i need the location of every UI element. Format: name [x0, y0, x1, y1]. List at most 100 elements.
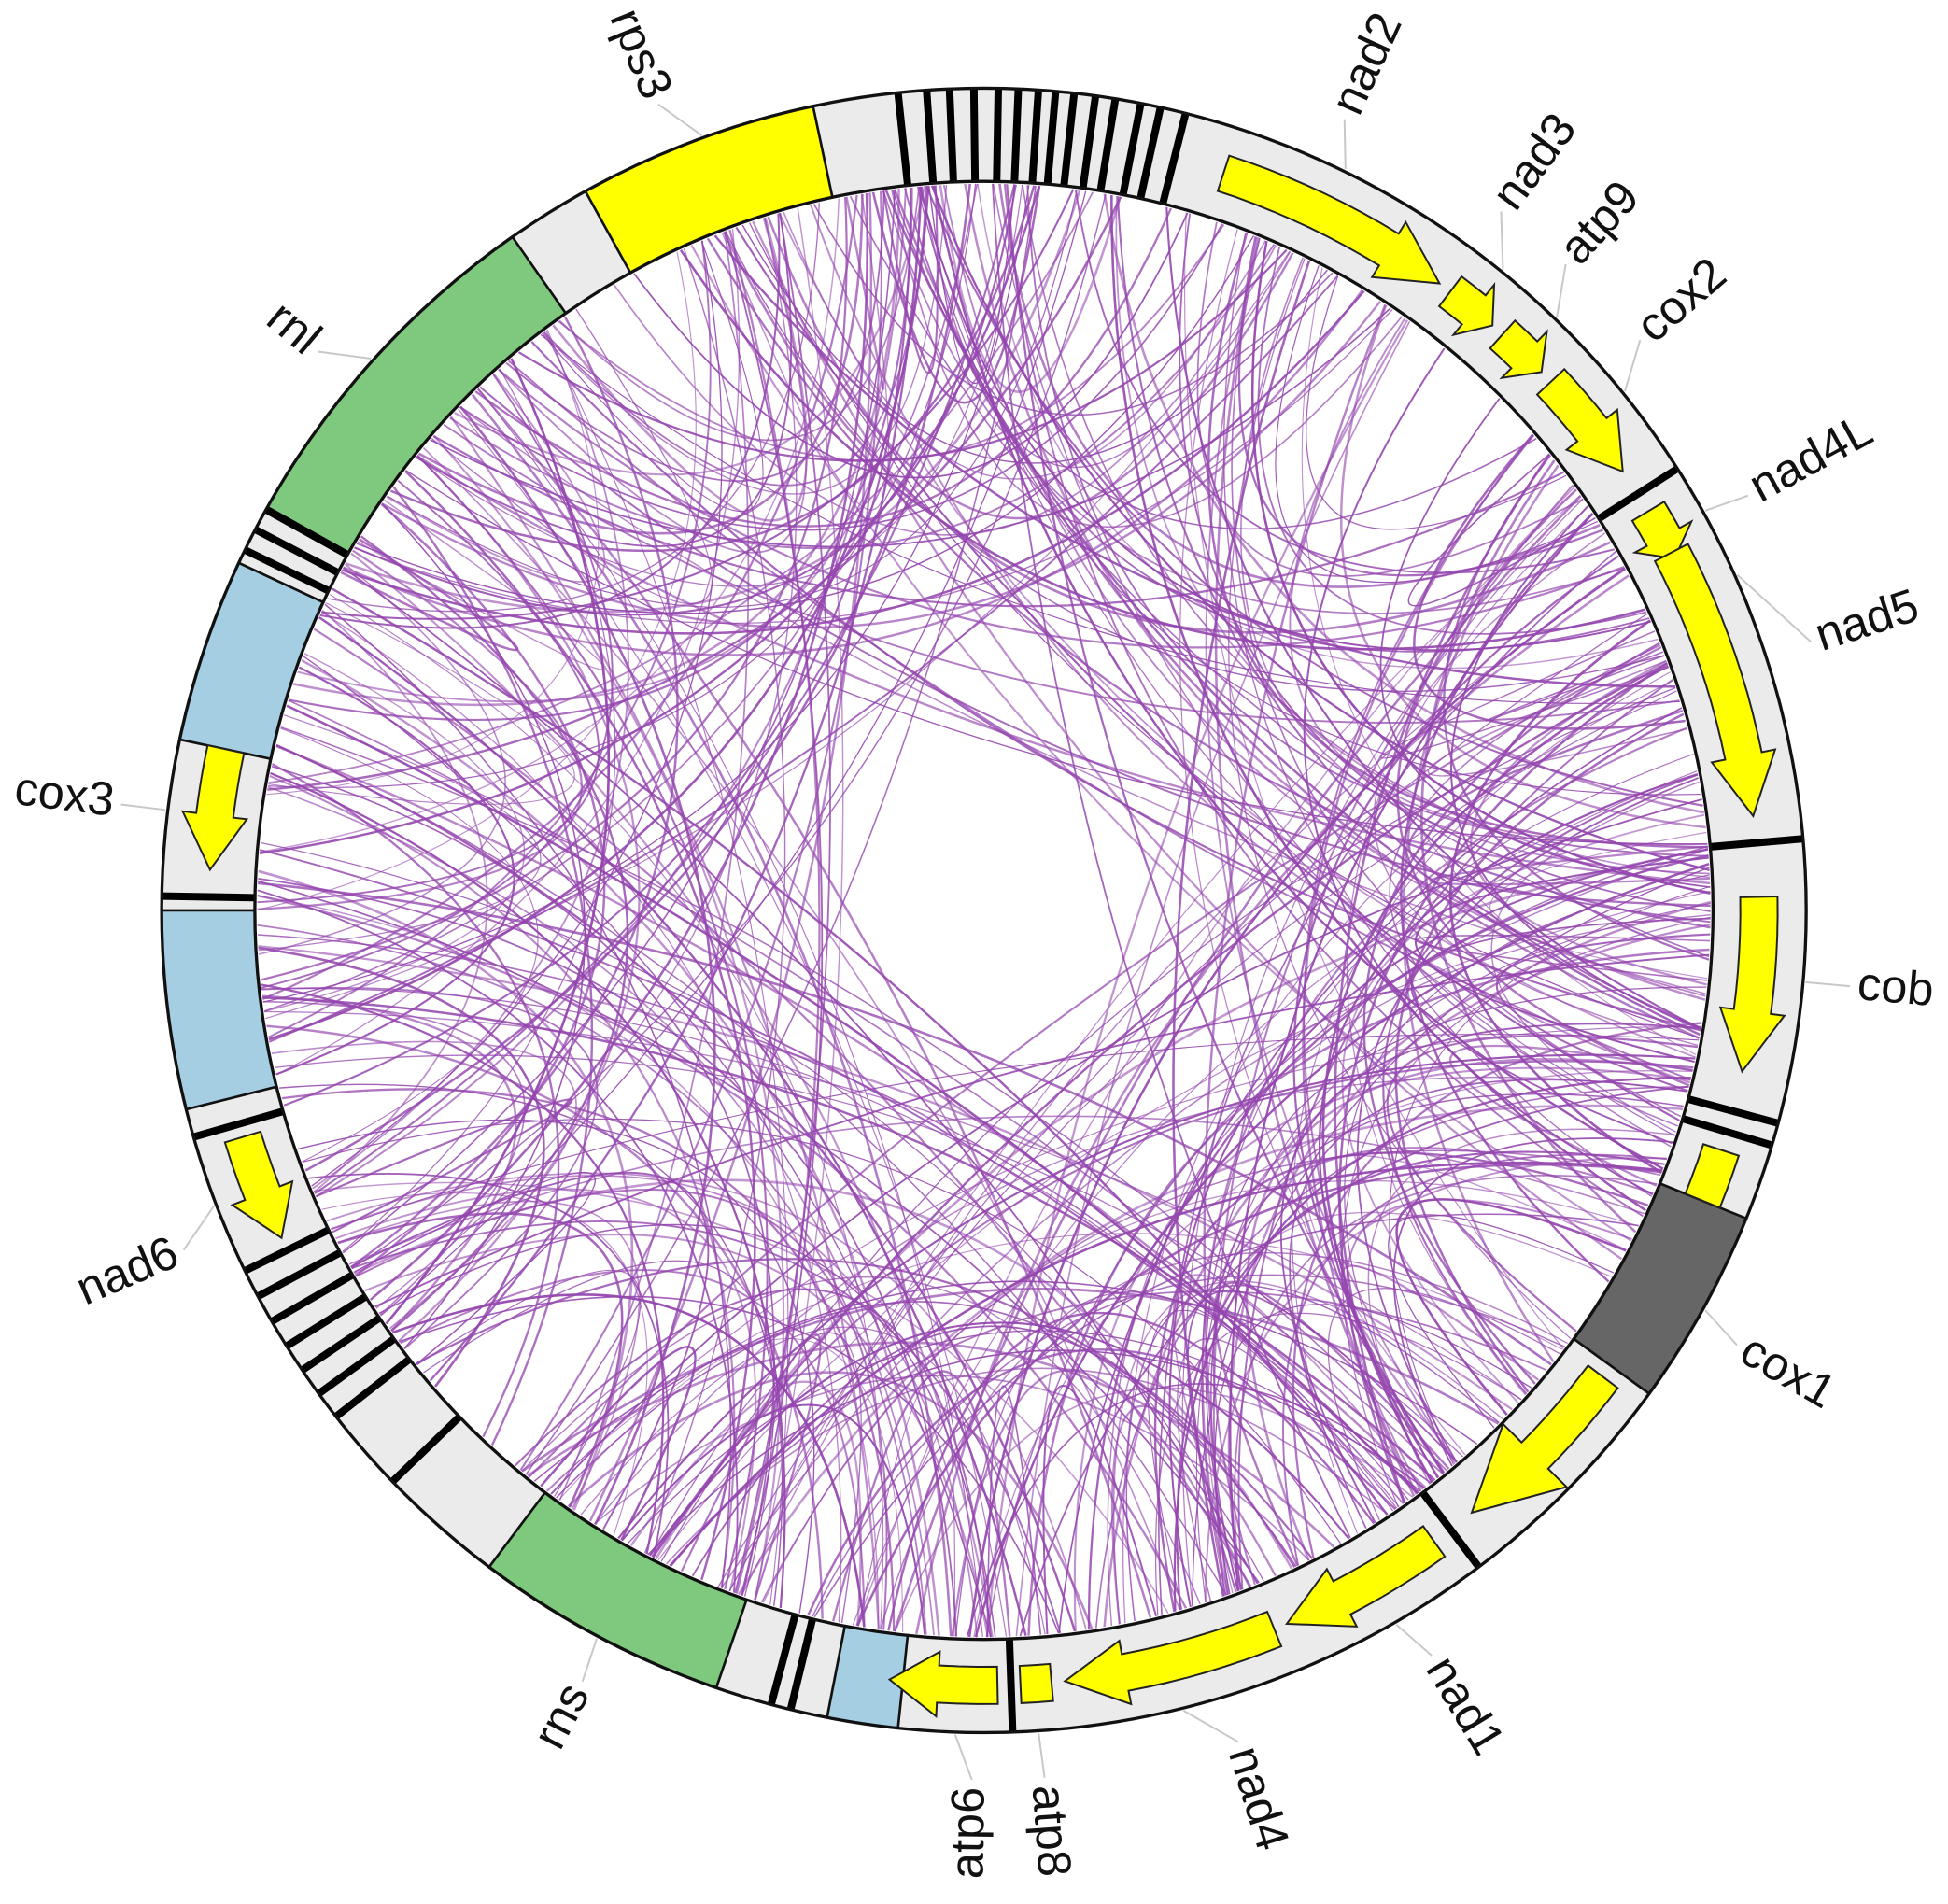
link: [329, 594, 884, 1630]
gene-label: rps3: [600, 1, 684, 106]
link: [892, 189, 1537, 530]
link: [280, 727, 539, 1163]
link: [258, 869, 634, 1511]
gene-label: nad3: [1481, 103, 1587, 219]
link: [1214, 236, 1418, 1495]
link: [258, 878, 958, 1637]
link: [852, 770, 1698, 1626]
link: [264, 1010, 1522, 1401]
trna-stripe: [1005, 1639, 1017, 1733]
link: [258, 946, 545, 1388]
link: [1257, 246, 1647, 635]
leader-line: [1624, 339, 1642, 392]
link: [270, 771, 786, 1609]
link: [1443, 454, 1710, 961]
link: [1125, 1284, 1500, 1622]
link: [1410, 917, 1711, 1145]
link: [1006, 184, 1445, 1474]
trna-stripe: [253, 526, 340, 576]
link: [728, 690, 1677, 1591]
link: [479, 386, 1711, 924]
link: [542, 184, 948, 495]
link: [1015, 320, 1411, 1637]
link: [267, 785, 935, 1636]
leader-line: [1704, 1309, 1738, 1347]
trna-stripe: [1096, 98, 1120, 191]
link: [1362, 642, 1660, 1385]
link: [416, 454, 769, 1590]
leader-line: [120, 803, 166, 811]
link: [917, 186, 1701, 796]
leader-line: [1395, 1624, 1433, 1657]
link: [324, 603, 732, 1588]
link: [552, 217, 809, 522]
link: [258, 714, 542, 952]
link: [966, 1383, 1432, 1637]
gene-label: nad5: [1809, 578, 1926, 661]
link: [807, 1348, 1397, 1616]
link: [1240, 257, 1710, 875]
link: [449, 416, 880, 1629]
link: [422, 447, 1181, 1611]
link: [257, 480, 600, 904]
gene-block: [262, 234, 568, 559]
link: [443, 423, 1680, 724]
link: [558, 1338, 904, 1633]
link: [845, 196, 885, 390]
trna-stripe: [162, 892, 256, 902]
link: [921, 186, 1292, 469]
ring: [160, 86, 1808, 1735]
link: [263, 653, 525, 1012]
trna-stripe: [923, 90, 938, 184]
link: [315, 1098, 573, 1234]
link: [528, 646, 1662, 1478]
link: [967, 567, 1626, 1638]
link: [515, 1288, 992, 1638]
link: [1094, 1086, 1689, 1629]
link: [275, 228, 741, 1076]
link: [356, 235, 1255, 614]
gene-label: cox2: [1626, 247, 1736, 352]
link: [813, 1213, 1639, 1618]
leader-line: [1704, 494, 1749, 512]
link: [721, 193, 890, 511]
trna-stripe: [1028, 90, 1042, 184]
leader-line: [1556, 263, 1567, 317]
link: [1306, 1154, 1627, 1456]
gene-arrow: [1684, 1143, 1741, 1209]
link: [321, 1192, 648, 1536]
link: [1022, 184, 1711, 894]
leader-line: [581, 1638, 598, 1683]
link: [1339, 304, 1706, 829]
link: [360, 535, 629, 1333]
link: [778, 212, 1696, 1059]
link: [1204, 1157, 1668, 1603]
link: [343, 289, 1363, 656]
link: [1292, 1022, 1702, 1558]
link: [350, 316, 679, 1269]
gene-label: nad1: [1416, 1646, 1516, 1764]
link: [1427, 659, 1688, 777]
link: [400, 1269, 866, 1628]
link: [391, 1293, 866, 1628]
link: [423, 1260, 775, 1597]
link: [1303, 347, 1654, 1196]
link: [643, 248, 786, 1554]
link: [1386, 1035, 1699, 1333]
link: [1075, 189, 1616, 574]
trna-stripe: [1136, 106, 1165, 200]
link: [893, 495, 1582, 1632]
link: [1388, 1214, 1615, 1429]
link: [274, 1054, 1464, 1458]
link: [345, 190, 1081, 614]
link: [262, 1000, 526, 1316]
gene-arrow: [180, 743, 249, 872]
link: [271, 763, 560, 1438]
trna-stripe: [333, 1356, 412, 1420]
link: [313, 609, 488, 1193]
link: [1179, 213, 1711, 912]
trna-stripe: [270, 1271, 355, 1325]
gene-label: atp6: [939, 1786, 994, 1879]
link: [1279, 1023, 1701, 1524]
link: [633, 212, 1189, 479]
